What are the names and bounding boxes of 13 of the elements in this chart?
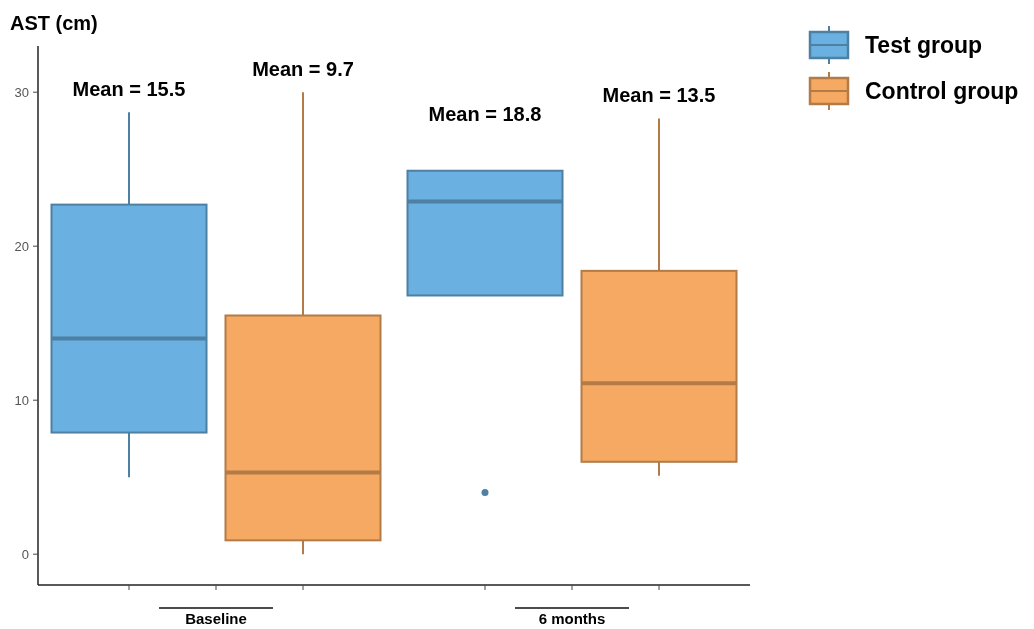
annotation: Mean = 15.5 <box>72 78 186 101</box>
legend-label: Control group <box>865 78 1019 105</box>
y-tick-label: 20 <box>14 238 29 254</box>
y-tick-label: 30 <box>14 84 29 100</box>
y-tick-label: 0 <box>21 546 29 562</box>
y-tick-label: 10 <box>14 392 29 408</box>
annotation: Mean = 18.8 <box>428 102 542 125</box>
annotation: Mean = 13.5 <box>602 84 716 107</box>
x-tick-label: Baseline <box>185 610 247 627</box>
x-tick-label: 6 months <box>538 610 606 627</box>
y-axis-title: AST (cm) <box>10 12 98 34</box>
legend-label: Test group <box>865 32 983 59</box>
annotation: Mean = 9.7 <box>252 58 354 81</box>
